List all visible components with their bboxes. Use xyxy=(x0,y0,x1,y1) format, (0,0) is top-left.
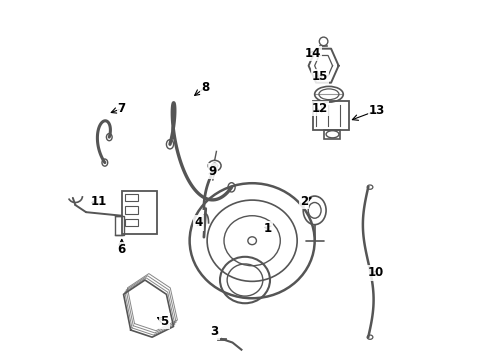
Bar xyxy=(125,194,138,202)
Text: 13: 13 xyxy=(369,104,385,117)
Bar xyxy=(115,216,123,235)
Text: 3: 3 xyxy=(211,325,219,338)
Text: 10: 10 xyxy=(368,266,384,279)
Text: 11: 11 xyxy=(91,195,107,208)
Text: 1: 1 xyxy=(264,222,272,235)
Text: 9: 9 xyxy=(209,165,217,177)
Bar xyxy=(125,219,138,226)
Text: 15: 15 xyxy=(312,70,328,83)
Text: 7: 7 xyxy=(118,102,126,115)
Text: 4: 4 xyxy=(195,216,203,229)
Text: 2: 2 xyxy=(300,195,308,208)
Text: 6: 6 xyxy=(118,243,126,256)
Bar xyxy=(323,130,340,139)
Text: 8: 8 xyxy=(201,81,210,94)
Bar xyxy=(122,191,157,234)
Text: 12: 12 xyxy=(312,102,328,115)
Text: 5: 5 xyxy=(161,315,169,328)
Bar xyxy=(125,206,138,214)
Bar xyxy=(313,102,348,130)
Text: 14: 14 xyxy=(305,47,321,60)
